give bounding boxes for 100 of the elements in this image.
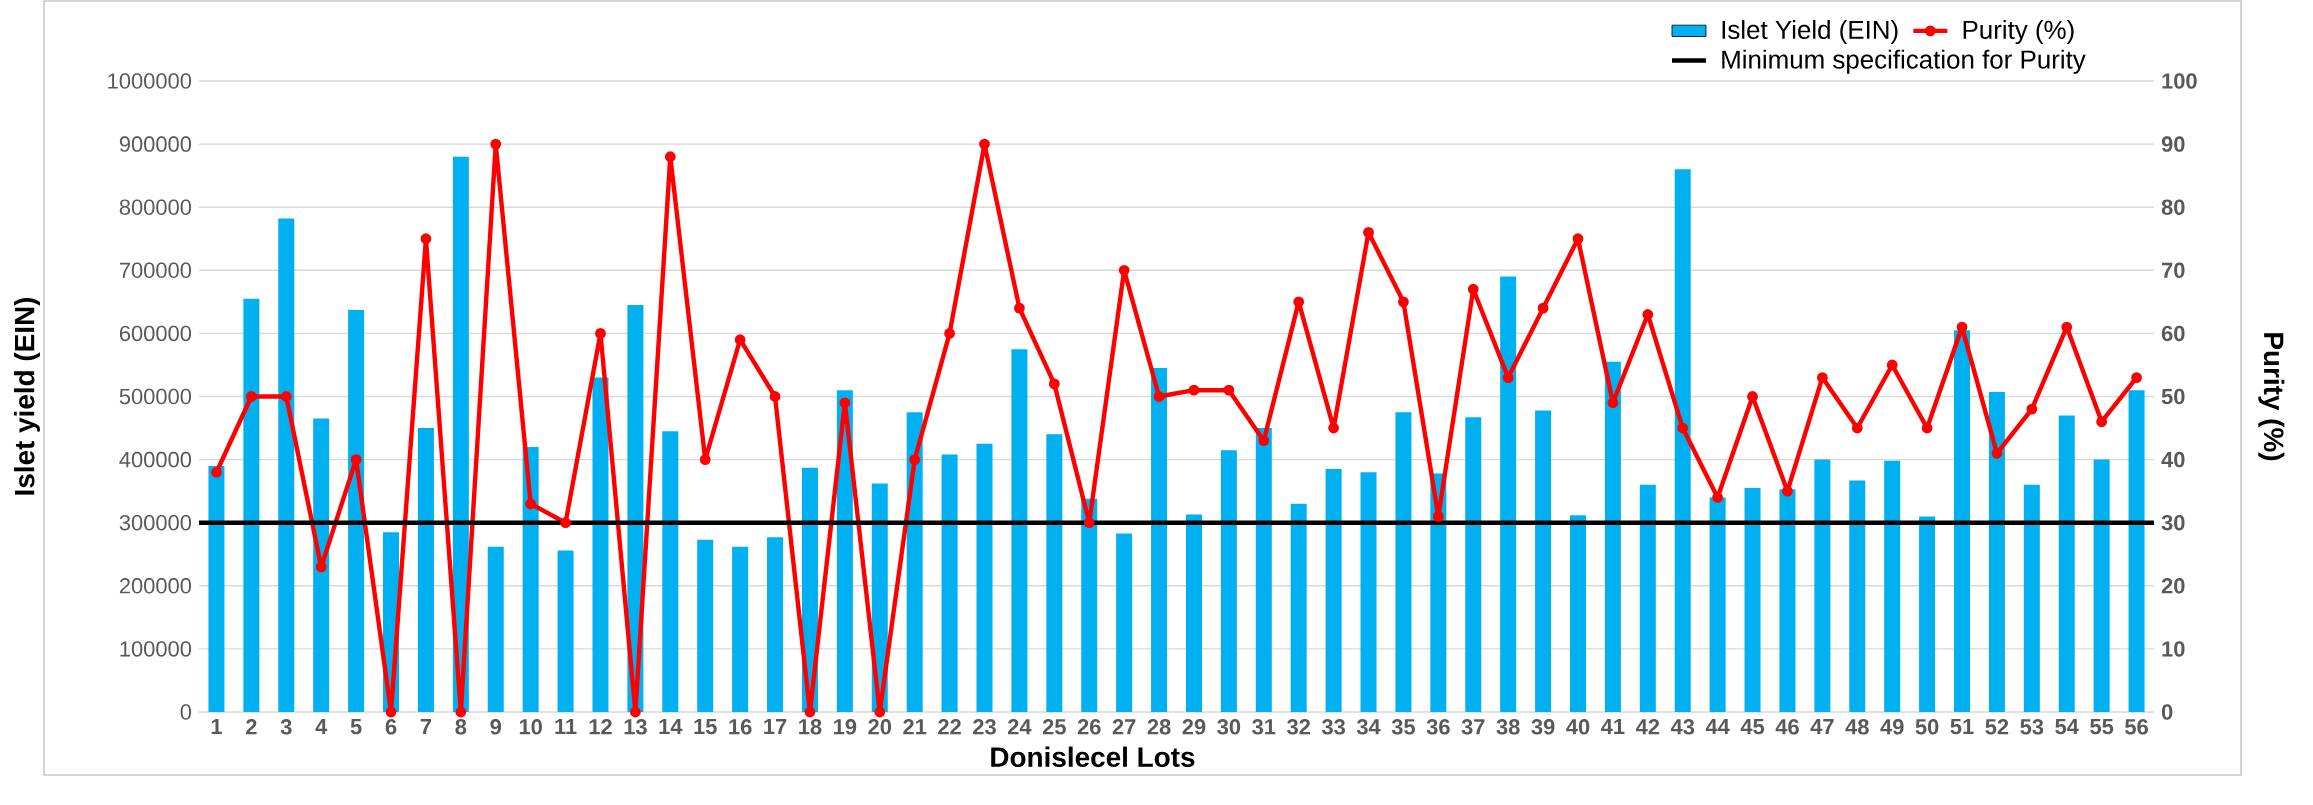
x-tick-label: 46 bbox=[1775, 719, 1799, 735]
bar bbox=[1081, 498, 1098, 712]
x-tick-label: 18 bbox=[799, 719, 822, 735]
bar bbox=[2128, 390, 2145, 712]
y2-tick-label: 10 bbox=[2162, 641, 2185, 657]
y-tick-label: 600000 bbox=[119, 325, 192, 342]
x-tick-label: 52 bbox=[1985, 719, 2009, 735]
x-tick-label: 43 bbox=[1670, 719, 1695, 735]
x-tick-label: 54 bbox=[2055, 719, 2079, 735]
point bbox=[839, 397, 851, 409]
x-tick-label: 42 bbox=[1635, 719, 1660, 735]
y2-axis-title: Purity (%) bbox=[2258, 333, 2285, 461]
x-tick-label: 50 bbox=[1915, 719, 1939, 735]
x-tick-label: 19 bbox=[834, 719, 857, 735]
legend-label: Purity (%) bbox=[1963, 19, 2074, 45]
bar bbox=[1988, 392, 2005, 712]
point bbox=[979, 138, 990, 150]
x-tick-label: 31 bbox=[1252, 719, 1276, 735]
point bbox=[1747, 391, 1758, 402]
bar bbox=[1639, 484, 1656, 712]
bar bbox=[1849, 480, 1866, 712]
point bbox=[1816, 372, 1828, 383]
bar bbox=[1290, 503, 1307, 712]
bar bbox=[1535, 410, 1552, 712]
bar bbox=[243, 298, 260, 712]
point bbox=[1642, 309, 1654, 320]
bar bbox=[1325, 469, 1342, 712]
point bbox=[1537, 302, 1549, 314]
point bbox=[245, 391, 257, 402]
x-tick-label: 16 bbox=[729, 719, 752, 735]
bar bbox=[1884, 460, 1901, 712]
x-tick-label: 40 bbox=[1566, 719, 1590, 735]
point bbox=[595, 328, 606, 339]
x-tick-label: 39 bbox=[1531, 719, 1555, 735]
bar bbox=[976, 443, 993, 712]
point bbox=[315, 561, 327, 573]
x-tick-label: 13 bbox=[624, 719, 647, 735]
bar bbox=[1220, 450, 1237, 712]
point bbox=[1223, 384, 1235, 396]
y2-tick-label: 90 bbox=[2161, 136, 2185, 152]
x-tick-label: 45 bbox=[1740, 719, 1765, 735]
bar bbox=[1360, 472, 1377, 712]
x-tick-label: 17 bbox=[764, 719, 787, 735]
point bbox=[1014, 302, 1025, 314]
y-axis-title: Islet yield (EIN) bbox=[13, 297, 40, 495]
point bbox=[909, 454, 921, 465]
point bbox=[1258, 435, 1270, 447]
x-tick-label: 26 bbox=[1077, 719, 1101, 735]
x-tick-label: 14 bbox=[659, 719, 683, 735]
x-tick-label: 49 bbox=[1880, 719, 1904, 735]
x-tick-label: 23 bbox=[973, 719, 996, 735]
bar bbox=[662, 431, 679, 712]
point bbox=[1502, 372, 1514, 383]
x-tick-label: 37 bbox=[1461, 719, 1485, 735]
point bbox=[664, 151, 676, 163]
x-tick-label: 12 bbox=[589, 719, 612, 735]
x-tick-label: 15 bbox=[694, 719, 717, 735]
x-tick-label: 4 bbox=[315, 719, 328, 735]
point bbox=[2026, 403, 2038, 415]
x-tick-label: 32 bbox=[1287, 719, 1311, 735]
x-tick-label: 44 bbox=[1705, 719, 1730, 735]
bar bbox=[1011, 349, 1028, 712]
bar bbox=[2093, 459, 2110, 712]
x-tick-label: 38 bbox=[1496, 719, 1520, 735]
point bbox=[280, 391, 292, 402]
point bbox=[1398, 296, 1409, 308]
x-tick-label: 10 bbox=[519, 719, 542, 735]
point bbox=[1991, 447, 2003, 459]
point bbox=[699, 454, 711, 465]
x-tick-label: 35 bbox=[1391, 719, 1415, 735]
y-tick-label: 200000 bbox=[119, 578, 192, 594]
point bbox=[629, 706, 641, 718]
point bbox=[560, 517, 571, 529]
bar bbox=[278, 218, 295, 712]
bar bbox=[2058, 415, 2075, 712]
bar bbox=[767, 537, 784, 712]
x-tick-label: 41 bbox=[1601, 719, 1625, 735]
x-tick-label: 11 bbox=[555, 719, 577, 735]
point bbox=[211, 466, 222, 478]
point bbox=[2131, 372, 2142, 383]
x-tick-label: 36 bbox=[1426, 719, 1450, 735]
bar bbox=[417, 428, 434, 712]
x-tick-label: 8 bbox=[455, 719, 467, 735]
bar bbox=[941, 454, 958, 712]
point bbox=[1712, 492, 1724, 503]
x-tick-label: 3 bbox=[280, 719, 292, 735]
bar bbox=[1604, 361, 1621, 712]
point bbox=[1188, 384, 1200, 396]
bar bbox=[1814, 459, 1831, 712]
bar bbox=[2023, 484, 2040, 712]
bar bbox=[1465, 417, 1482, 712]
x-tick-label: 9 bbox=[490, 719, 502, 735]
y2-tick-label: 30 bbox=[2161, 514, 2185, 531]
point bbox=[1677, 422, 1689, 434]
x-tick-label: 6 bbox=[385, 719, 397, 735]
bar bbox=[1919, 516, 1936, 712]
y-tick-label: 1000000 bbox=[108, 73, 192, 89]
point bbox=[525, 498, 537, 510]
point bbox=[944, 328, 955, 339]
x-tick-label: 47 bbox=[1810, 719, 1834, 735]
